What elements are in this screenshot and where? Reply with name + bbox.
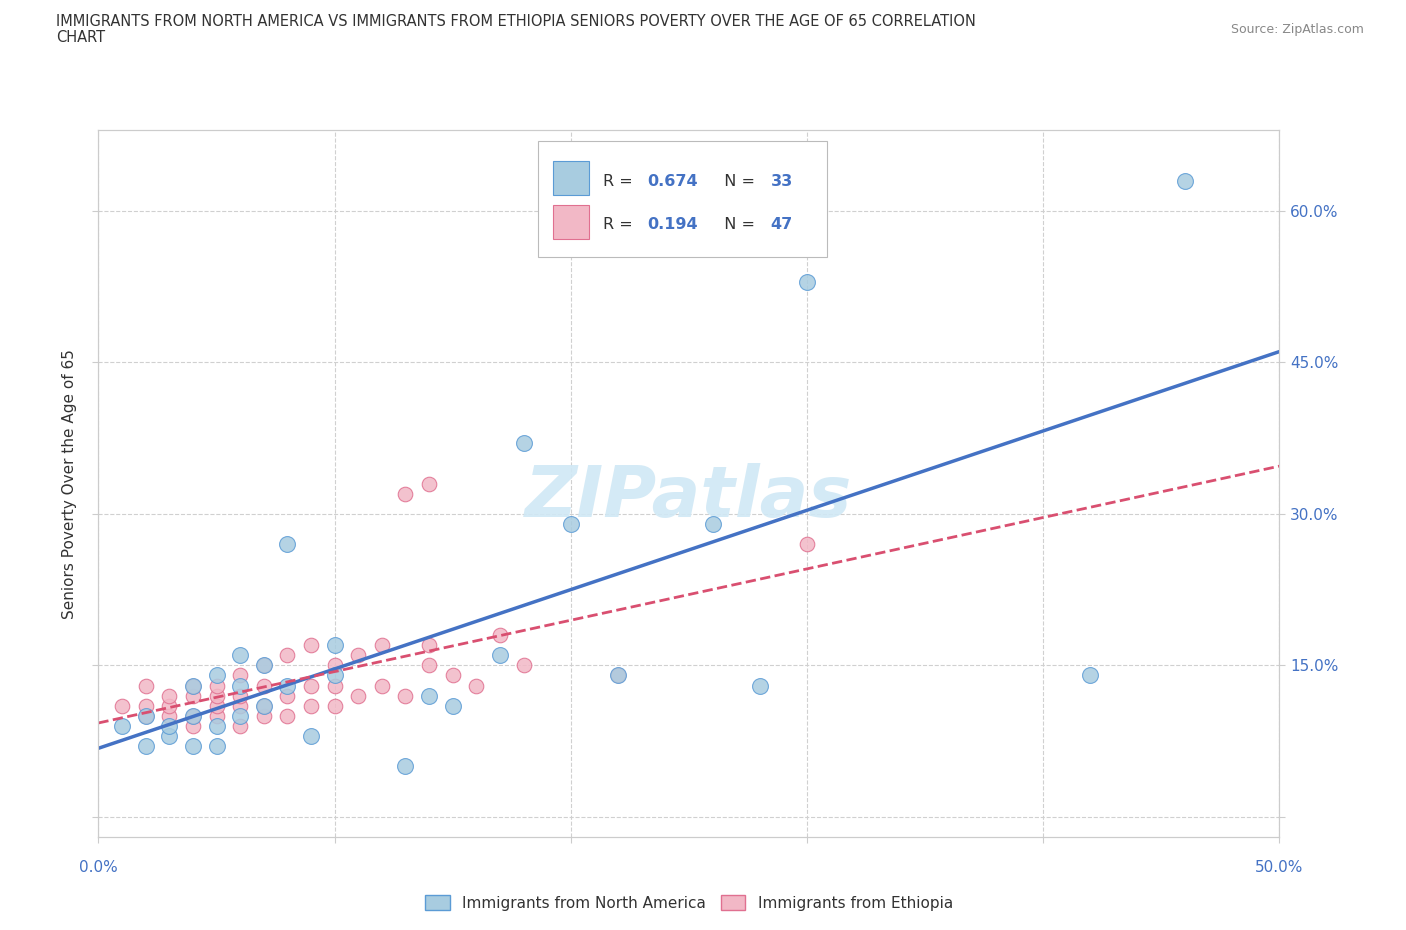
- Text: R =: R =: [603, 174, 637, 189]
- Text: 0.0%: 0.0%: [79, 860, 118, 875]
- Point: [253, 709, 276, 724]
- Point: [323, 678, 346, 693]
- Point: [181, 688, 204, 703]
- Point: [347, 688, 370, 703]
- Point: [253, 678, 276, 693]
- Point: [418, 638, 440, 653]
- Point: [394, 688, 416, 703]
- Point: [299, 638, 322, 653]
- Point: [205, 709, 228, 724]
- Point: [229, 648, 252, 663]
- Point: [181, 719, 204, 734]
- Text: 47: 47: [770, 218, 793, 232]
- Point: [299, 728, 322, 743]
- Point: [253, 698, 276, 713]
- Point: [512, 658, 534, 672]
- Text: IMMIGRANTS FROM NORTH AMERICA VS IMMIGRANTS FROM ETHIOPIA SENIORS POVERTY OVER T: IMMIGRANTS FROM NORTH AMERICA VS IMMIGRA…: [56, 14, 976, 29]
- Legend: Immigrants from North America, Immigrants from Ethiopia: Immigrants from North America, Immigrant…: [425, 895, 953, 910]
- Text: 0.194: 0.194: [648, 218, 699, 232]
- Point: [607, 668, 630, 683]
- Point: [276, 709, 298, 724]
- Point: [276, 688, 298, 703]
- Point: [205, 719, 228, 734]
- Point: [276, 537, 298, 551]
- Point: [135, 709, 157, 724]
- Point: [418, 658, 440, 672]
- Point: [299, 698, 322, 713]
- Point: [796, 274, 818, 289]
- FancyBboxPatch shape: [553, 161, 589, 195]
- Point: [748, 678, 770, 693]
- Point: [323, 668, 346, 683]
- Point: [418, 688, 440, 703]
- Point: [111, 719, 134, 734]
- Point: [205, 668, 228, 683]
- Point: [371, 678, 394, 693]
- Text: Source: ZipAtlas.com: Source: ZipAtlas.com: [1230, 23, 1364, 36]
- Point: [205, 678, 228, 693]
- Point: [276, 648, 298, 663]
- Point: [181, 738, 204, 753]
- Point: [394, 486, 416, 501]
- Point: [181, 709, 204, 724]
- Text: 33: 33: [770, 174, 793, 189]
- Text: R =: R =: [603, 218, 637, 232]
- Point: [135, 698, 157, 713]
- Point: [253, 658, 276, 672]
- Point: [560, 516, 582, 531]
- FancyBboxPatch shape: [553, 206, 589, 239]
- Point: [135, 709, 157, 724]
- Point: [229, 709, 252, 724]
- Point: [702, 516, 724, 531]
- Point: [276, 678, 298, 693]
- Point: [205, 688, 228, 703]
- Point: [181, 709, 204, 724]
- Point: [111, 698, 134, 713]
- Point: [253, 658, 276, 672]
- Point: [253, 698, 276, 713]
- Point: [157, 719, 180, 734]
- Point: [181, 678, 204, 693]
- Text: ZIPatlas: ZIPatlas: [526, 463, 852, 532]
- Point: [229, 678, 252, 693]
- Point: [229, 668, 252, 683]
- Point: [157, 688, 180, 703]
- Point: [489, 628, 512, 643]
- Point: [323, 698, 346, 713]
- Text: N =: N =: [714, 218, 759, 232]
- Text: 0.674: 0.674: [648, 174, 699, 189]
- Point: [205, 698, 228, 713]
- Point: [135, 738, 157, 753]
- Point: [229, 688, 252, 703]
- Point: [441, 668, 464, 683]
- Text: CHART: CHART: [56, 30, 105, 45]
- Point: [607, 668, 630, 683]
- Point: [157, 709, 180, 724]
- Point: [157, 698, 180, 713]
- Y-axis label: Seniors Poverty Over the Age of 65: Seniors Poverty Over the Age of 65: [62, 349, 77, 618]
- Point: [371, 638, 394, 653]
- Point: [323, 638, 346, 653]
- Point: [1080, 668, 1102, 683]
- Point: [796, 537, 818, 551]
- Point: [418, 476, 440, 491]
- Point: [1174, 173, 1197, 188]
- Point: [135, 678, 157, 693]
- Point: [489, 648, 512, 663]
- Point: [441, 698, 464, 713]
- Point: [512, 436, 534, 451]
- Point: [347, 648, 370, 663]
- Point: [465, 678, 488, 693]
- Point: [229, 719, 252, 734]
- Text: N =: N =: [714, 174, 759, 189]
- Point: [323, 658, 346, 672]
- Text: 50.0%: 50.0%: [1256, 860, 1303, 875]
- Point: [394, 759, 416, 774]
- Point: [205, 738, 228, 753]
- Point: [299, 678, 322, 693]
- Point: [229, 698, 252, 713]
- Point: [181, 678, 204, 693]
- Point: [157, 728, 180, 743]
- FancyBboxPatch shape: [537, 140, 827, 258]
